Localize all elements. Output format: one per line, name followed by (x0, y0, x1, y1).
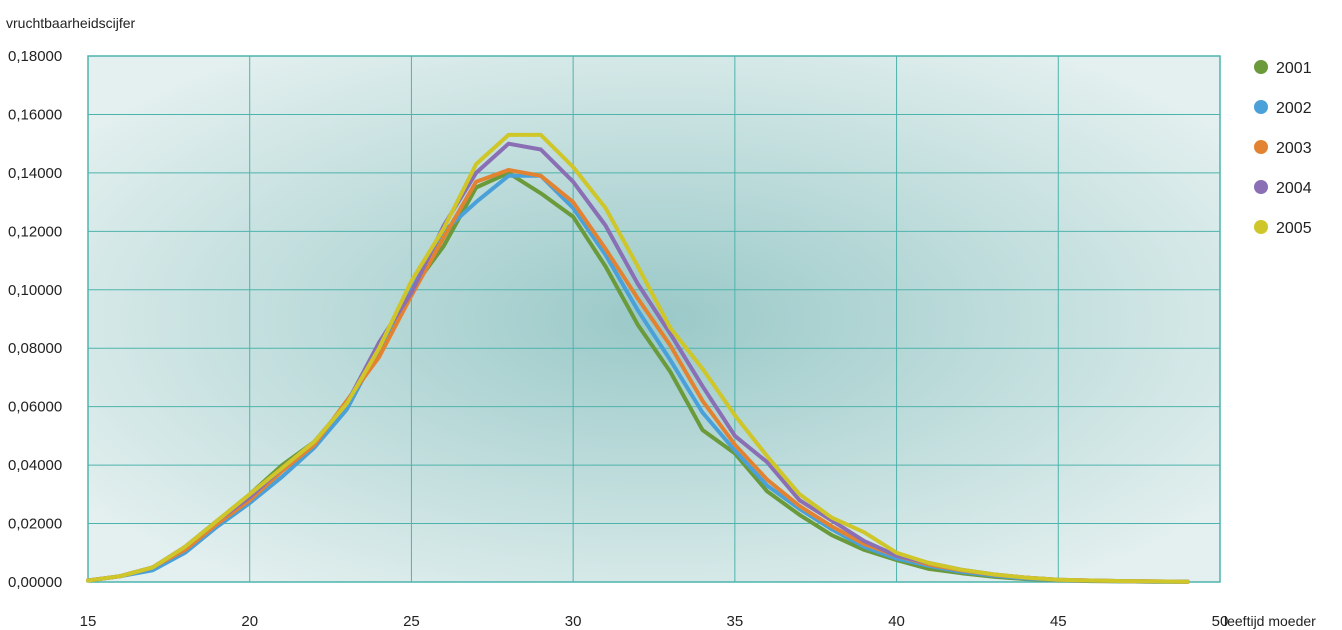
legend-item-2005: 2005 (1254, 220, 1312, 237)
y-tick-label: 0,08000 (8, 340, 62, 357)
y-tick-label: 0,12000 (8, 223, 62, 240)
plot-frame (87, 55, 1221, 583)
legend-marker (1254, 100, 1268, 114)
legend-marker (1254, 140, 1268, 154)
legend-label: 2003 (1276, 140, 1312, 157)
legend-label: 2001 (1276, 60, 1312, 77)
series-lines (86, 132, 1190, 584)
legend: 2001 2002 2003 2004 2005 (1254, 60, 1312, 237)
y-tick-label: 0,06000 (8, 399, 62, 416)
y-tick-label: 0,14000 (8, 165, 62, 182)
legend-item-2001: 2001 (1254, 60, 1312, 77)
legend-marker (1254, 180, 1268, 194)
x-tick-label: 35 (727, 613, 744, 630)
x-tick-label: 20 (241, 613, 258, 630)
y-tick-label: 0,04000 (8, 457, 62, 474)
x-axis-label: leeftijd moeder (1224, 613, 1316, 629)
y-tick-label: 0,16000 (8, 106, 62, 123)
legend-label: 2005 (1276, 220, 1312, 237)
x-tick-label: 25 (403, 613, 420, 630)
legend-marker (1254, 220, 1268, 234)
y-axis-label: vruchtbaarheidscijfer (6, 15, 136, 31)
legend-item-2002: 2002 (1254, 100, 1312, 117)
y-tick-label: 0,02000 (8, 516, 62, 533)
legend-label: 2004 (1276, 180, 1312, 197)
legend-item-2004: 2004 (1254, 180, 1312, 197)
y-tick-label: 0,18000 (8, 48, 62, 65)
x-tick-label: 45 (1050, 613, 1067, 630)
legend-item-2003: 2003 (1254, 140, 1312, 157)
legend-label: 2002 (1276, 100, 1312, 117)
y-tick-label: 0,10000 (8, 282, 62, 299)
y-tick-label: 0,00000 (8, 574, 62, 591)
x-tick-label: 30 (565, 613, 582, 630)
y-axis-ticks: 0,00000 0,02000 0,04000 0,06000 0,08000 0,100… (8, 48, 62, 591)
x-tick-label: 40 (888, 613, 905, 630)
x-tick-label: 15 (80, 613, 97, 630)
legend-marker (1254, 60, 1268, 74)
series-line-2005 (86, 132, 1190, 584)
x-tick-label: 50 (1212, 613, 1229, 630)
x-axis-ticks: 15 20 25 30 35 40 45 50 (80, 613, 1229, 630)
